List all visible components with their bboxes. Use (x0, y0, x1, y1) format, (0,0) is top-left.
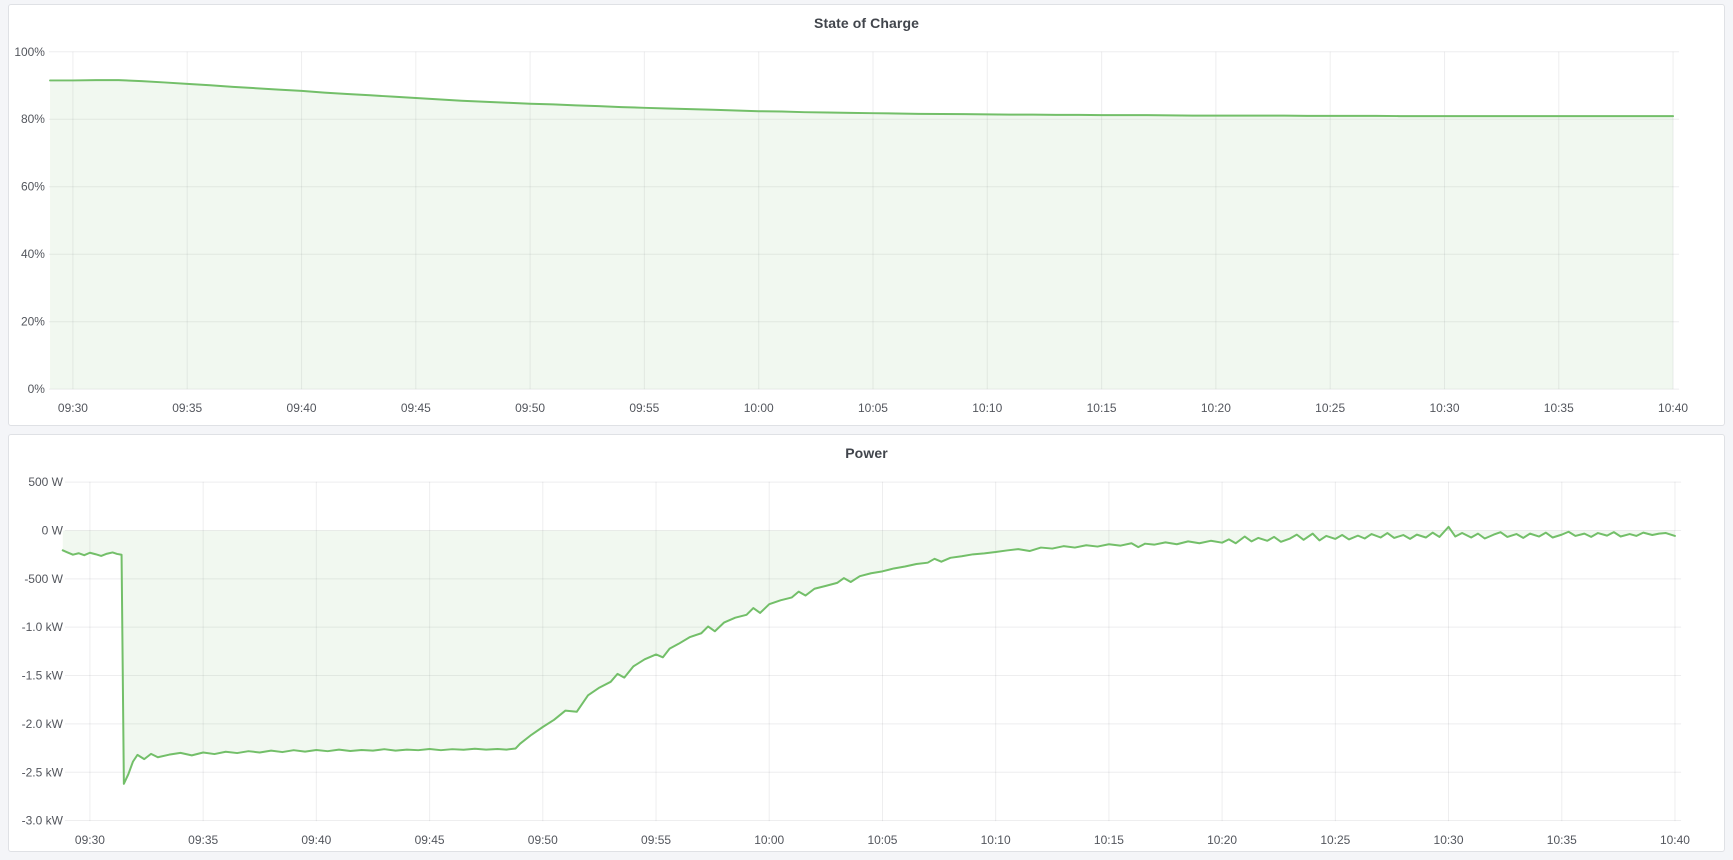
x-tick-label: 10:40 (1660, 833, 1690, 847)
x-tick-label: 10:35 (1544, 401, 1574, 415)
x-tick-label: 09:40 (287, 401, 317, 415)
x-tick-label: 09:35 (188, 833, 218, 847)
x-tick-label: 09:45 (415, 833, 445, 847)
x-tick-label: 10:25 (1320, 833, 1350, 847)
x-tick-label: 10:05 (858, 401, 888, 415)
x-tick-label: 10:20 (1207, 833, 1237, 847)
soc-chart-canvas[interactable]: 09:30 09:35 09:40 09:45 09:50 09:55 10:00 10:05… (9, 5, 1724, 425)
y-tick-label: 20% (21, 315, 45, 329)
x-tick-label: 10:40 (1658, 401, 1688, 415)
x-tick-label: 09:55 (629, 401, 659, 415)
series-line (49, 79, 1675, 118)
x-tick-label: 10:00 (744, 401, 774, 415)
y-tick-label: -500 W (24, 572, 63, 586)
x-tick-label: 09:45 (401, 401, 431, 415)
y-tick-label: 0% (28, 382, 46, 396)
panel-title[interactable]: State of Charge (814, 15, 919, 31)
panel-power: Power 09:30 09:35 09:40 09:45 09:50 09:55 10:0… (8, 434, 1725, 852)
y-tick-label: 60% (21, 180, 45, 194)
x-tick-label: 10:35 (1547, 833, 1577, 847)
y-tick-label: -1.0 kW (22, 620, 64, 634)
x-tick-label: 09:30 (75, 833, 105, 847)
x-tick-label: 09:50 (528, 833, 558, 847)
power-chart-canvas[interactable]: 09:30 09:35 09:40 09:45 09:50 09:55 10:00 10:05… (9, 435, 1724, 851)
y-tick-label: -3.0 kW (22, 814, 64, 828)
x-tick-label: 09:50 (515, 401, 545, 415)
series-line (61, 525, 1676, 785)
y-tick-label: -1.5 kW (22, 669, 64, 683)
y-tick-label: 0 W (42, 524, 64, 538)
x-tick-label: 10:25 (1315, 401, 1345, 415)
x-tick-label: 10:15 (1094, 833, 1124, 847)
y-tick-label: 100% (14, 45, 45, 59)
y-tick-label: -2.5 kW (22, 765, 64, 779)
x-tick-label: 09:30 (58, 401, 88, 415)
x-tick-label: 10:30 (1430, 401, 1460, 415)
x-tick-label: 10:10 (972, 401, 1002, 415)
x-tick-label: 10:10 (981, 833, 1011, 847)
x-tick-label: 10:20 (1201, 401, 1231, 415)
x-tick-label: 10:00 (754, 833, 784, 847)
series-area (62, 526, 1675, 784)
y-tick-label: 80% (21, 112, 45, 126)
x-tick-label: 10:15 (1087, 401, 1117, 415)
x-tick-label: 10:05 (867, 833, 897, 847)
y-tick-label: 500 W (28, 475, 63, 489)
y-tick-label: 40% (21, 247, 45, 261)
x-tick-label: 09:40 (301, 833, 331, 847)
panel-state-of-charge: State of Charge 09:30 09:35 09:40 09:45 09:5… (8, 4, 1725, 426)
y-tick-label: -2.0 kW (22, 717, 64, 731)
x-tick-label: 09:55 (641, 833, 671, 847)
x-tick-label: 09:35 (172, 401, 202, 415)
x-tick-label: 10:30 (1434, 833, 1464, 847)
series-area (50, 80, 1674, 390)
panel-title[interactable]: Power (845, 445, 888, 461)
